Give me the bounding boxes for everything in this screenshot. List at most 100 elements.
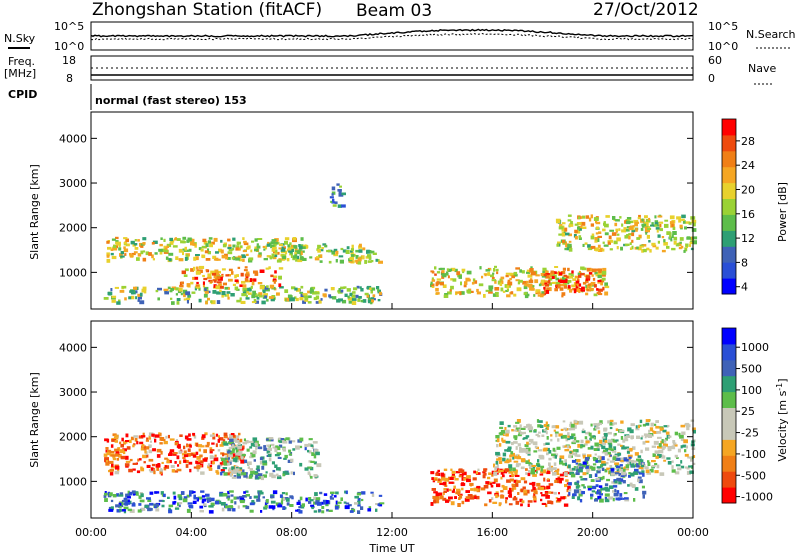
echo-cell (196, 281, 199, 284)
echo-cell (578, 468, 583, 473)
echo-cell (523, 480, 528, 484)
echo-cell (237, 255, 242, 259)
echo-cell (214, 454, 217, 457)
echo-cell (310, 460, 315, 463)
echo-cell (570, 221, 573, 225)
echo-cell (257, 282, 263, 285)
echo-cell (154, 438, 157, 443)
echo-cell (487, 491, 492, 495)
echo-cell (681, 218, 685, 221)
echo-cell (434, 478, 439, 481)
echo-cell (240, 272, 244, 277)
echo-cell (672, 442, 677, 445)
echo-cell (637, 246, 642, 251)
echo-cell (331, 186, 336, 191)
echo-cell (287, 248, 290, 252)
echo-cell (107, 491, 111, 495)
echo-cell (216, 300, 221, 304)
echo-cell (260, 510, 263, 513)
echo-cell (240, 471, 245, 475)
echo-cell (254, 238, 258, 242)
echo-cell (320, 298, 323, 301)
echo-cell (523, 493, 528, 496)
echo-cell (227, 508, 232, 512)
echo-cell (164, 457, 168, 460)
echo-cell (684, 247, 688, 252)
echo-cell (136, 470, 141, 474)
echo-cell (340, 497, 343, 501)
power-cbar-label: Power [dB] (776, 182, 789, 242)
echo-cell (277, 476, 282, 480)
echo-cell (548, 282, 552, 286)
echo-cell (490, 274, 494, 278)
echo-cell (368, 287, 372, 290)
echo-cell (123, 237, 128, 240)
echo-cell (255, 474, 258, 479)
echo-cell (373, 298, 376, 301)
echo-cell (264, 504, 268, 509)
echo-cell (444, 477, 450, 482)
echo-cell (378, 291, 382, 296)
echo-cell (188, 248, 192, 252)
echo-cell (521, 270, 525, 274)
echo-cell (623, 438, 629, 442)
echo-cell (302, 244, 306, 248)
echo-cell (132, 468, 136, 471)
echo-cell (611, 481, 616, 484)
echo-cell (539, 486, 545, 491)
echo-cell (282, 256, 286, 260)
echo-cell (214, 271, 220, 276)
echo-cell (110, 288, 113, 292)
echo-cell (536, 467, 541, 471)
echo-cell (513, 273, 518, 277)
echo-cell (547, 500, 552, 504)
echo-cell (586, 284, 590, 289)
echo-cell (440, 472, 444, 477)
echo-cell (594, 240, 598, 243)
echo-cell (570, 273, 574, 278)
echo-cell (274, 249, 278, 253)
echo-cell (168, 252, 174, 256)
echo-cell (624, 220, 627, 224)
echo-cell (263, 258, 268, 261)
echo-cell (649, 249, 652, 253)
velocity-echo-map (103, 419, 696, 514)
echo-cell (559, 455, 565, 459)
echo-cell (257, 446, 263, 450)
echo-cell (267, 454, 272, 457)
echo-cell (485, 269, 490, 272)
echo-cell (150, 508, 153, 511)
echo-cell (228, 278, 233, 282)
echo-cell (568, 482, 572, 486)
echo-cell (574, 275, 579, 279)
echo-cell (279, 286, 284, 289)
echo-cell (163, 493, 166, 498)
echo-cell (354, 495, 359, 499)
echo-cell (615, 428, 619, 431)
x-tick-label: 12:00 (376, 526, 408, 539)
echo-cell (596, 466, 602, 469)
echo-cell (537, 459, 540, 463)
echo-cell (513, 441, 518, 444)
echo-cell (531, 464, 536, 467)
echo-cell (300, 285, 304, 289)
echo-cell (684, 449, 687, 453)
echo-cell (508, 487, 513, 492)
echo-cell (377, 299, 381, 302)
echo-cell (644, 466, 649, 470)
echo-cell (161, 248, 165, 253)
echo-cell (572, 278, 577, 281)
echo-cell (545, 290, 550, 294)
echo-cell (200, 269, 203, 273)
echo-cell (254, 293, 257, 297)
echo-cell (279, 243, 284, 247)
echo-cell (106, 449, 112, 454)
echo-cell (604, 427, 608, 431)
echo-cell (131, 490, 136, 494)
echo-cell (578, 274, 582, 278)
echo-cell (662, 429, 667, 433)
echo-cell (203, 241, 208, 245)
echo-cell (161, 504, 165, 508)
echo-cell (245, 505, 250, 510)
